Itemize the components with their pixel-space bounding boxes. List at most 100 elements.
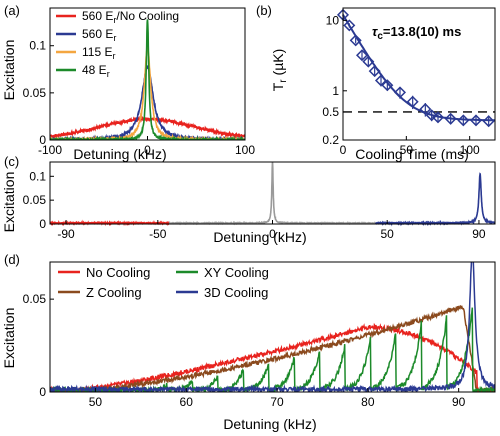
panel-d-xtick-label: 80 bbox=[361, 395, 375, 409]
panel-b-ylabel-unit: (µK) bbox=[270, 49, 286, 80]
panel-d-xlabel: Detuning (kHz) bbox=[223, 416, 316, 432]
panel-b-data-point bbox=[444, 112, 457, 125]
panel-a-xtick-label: 100 bbox=[235, 143, 255, 157]
panel-d-x-ticks: 50 60 70 80 90 bbox=[89, 388, 466, 409]
tau-subscript: c bbox=[377, 31, 383, 42]
panel-c-xlabel: Detuning (kHz) bbox=[213, 229, 306, 245]
panel-b-label: (b) bbox=[256, 3, 272, 18]
panel-b-data-point bbox=[457, 114, 470, 127]
panel-a-xlabel: Detuning (kHz) bbox=[73, 146, 166, 162]
panel-b-data-point bbox=[431, 111, 445, 124]
panel-a-label: (a) bbox=[4, 3, 20, 18]
panel-b-data-point bbox=[368, 65, 381, 78]
tau-value: =13.8(10) ms bbox=[383, 24, 461, 39]
panel-b-data-point bbox=[469, 114, 483, 127]
panel-b-ytick-label: 1 bbox=[332, 84, 339, 98]
panel-a-legend-sub: r bbox=[113, 33, 116, 43]
panel-c-xtick-label: -50 bbox=[149, 227, 167, 241]
panel-b-plot-area bbox=[336, 7, 496, 141]
panel-b-frame bbox=[342, 7, 496, 141]
panel-a-legend-label: 560 Er/No Cooling bbox=[82, 9, 179, 25]
panel-b-xtick-label: 100 bbox=[460, 143, 480, 157]
panel-d-ytick-label: 0 bbox=[39, 385, 46, 399]
panel-b-data-point bbox=[393, 86, 407, 99]
panel-c-segment-gray bbox=[168, 161, 377, 226]
panel-d-legend: No Cooling Z Cooling XY Cooling 3D Cooling bbox=[58, 265, 269, 300]
panel-b-data-point bbox=[419, 103, 432, 116]
panel-d-legend-label: Z Cooling bbox=[86, 285, 142, 300]
panel-d-legend-label: 3D Cooling bbox=[204, 285, 268, 300]
panel-a-legend-text: 560 E bbox=[82, 27, 113, 41]
panel-d-legend-label: No Cooling bbox=[86, 265, 150, 280]
panel-b-ytick-label: 10 bbox=[326, 13, 340, 27]
panel-a-ytick-label: 0.05 bbox=[23, 86, 47, 100]
panel-a-series-line bbox=[50, 115, 245, 140]
panel-b-xtick-label: 0 bbox=[340, 143, 347, 157]
panel-a-legend-text: 115 E bbox=[82, 45, 112, 59]
panel-a-plot-area bbox=[49, 7, 246, 141]
panel-b-data-point bbox=[349, 34, 362, 47]
panel-c-ytick-label: 0 bbox=[39, 217, 46, 231]
panel-a-legend-label: 48 Er bbox=[82, 63, 110, 79]
panel-b-annotation: τc=13.8(10) ms bbox=[372, 24, 461, 42]
panel-c-label: (c) bbox=[4, 154, 19, 169]
panel-c-xtick-label: 90 bbox=[472, 227, 486, 241]
panel-d-label: (d) bbox=[4, 252, 20, 267]
panel-a-y-ticks: 0 0.05 0.1 bbox=[23, 39, 54, 147]
panel-a-ylabel: Excitation bbox=[1, 40, 17, 101]
panel-b-data-point bbox=[336, 8, 350, 21]
panel-d-legend-label: XY Cooling bbox=[204, 265, 269, 280]
panel-a: (a) -100 0 100 00.050.1 Detuning (kHz) Exc… bbox=[1, 3, 255, 162]
panel-c-x-ticks: -90 -50 0 50 90 bbox=[57, 220, 486, 241]
panel-a-series-line bbox=[50, 45, 245, 140]
panel-b-data-point bbox=[381, 79, 394, 92]
panel-a-ytick-label: 0 bbox=[39, 133, 46, 147]
panel-b-data-point bbox=[362, 55, 375, 68]
panel-d-series-line bbox=[50, 262, 495, 392]
panel-b-ylabel-sub: r bbox=[278, 79, 289, 83]
panel-a-xtick-label: -100 bbox=[38, 143, 62, 157]
panel-b-ylabel-main: T bbox=[270, 82, 286, 91]
panel-c-xtick-label: -90 bbox=[57, 227, 75, 241]
panel-a-legend-sub: r bbox=[107, 69, 110, 79]
panel-b-data-point bbox=[355, 49, 369, 62]
panel-b-ytick-label: 0.2 bbox=[322, 133, 339, 147]
panel-b-ylabel: Tr (µK) bbox=[270, 49, 289, 92]
panel-d-plot-area bbox=[49, 261, 496, 393]
panel-b-data-point bbox=[406, 95, 419, 108]
panel-a-legend-sub: r bbox=[112, 51, 115, 61]
panel-d-xtick-label: 50 bbox=[89, 395, 103, 409]
panel-c-ytick-label: 0.05 bbox=[23, 193, 47, 207]
panel-a-ytick-label: 0.1 bbox=[29, 39, 46, 53]
tau-symbol: τ bbox=[372, 24, 378, 39]
panel-c-xtick-label: 0 bbox=[269, 227, 276, 241]
panel-a-xtick-label: 0 bbox=[144, 143, 151, 157]
panel-c-segment-blue bbox=[374, 172, 496, 227]
panel-d-ytick-label: 0.05 bbox=[23, 292, 47, 306]
panel-b: (b) 0 50 100 0.2 0.5 1 10 Cooling Time (ms) T… bbox=[256, 3, 496, 162]
panel-a-legend-suffix: /No Cooling bbox=[116, 9, 179, 23]
panel-d-ylabel: Excitation bbox=[1, 308, 17, 369]
panel-c-ytick-label: 0.1 bbox=[29, 169, 46, 183]
panel-d: (d) 50 60 70 80 90 00.05 Detuning (kHz) Exci… bbox=[1, 252, 496, 432]
panel-c-ylabel: Excitation bbox=[1, 172, 17, 233]
panel-c-y-ticks: 0 0.05 0.1 bbox=[23, 169, 54, 231]
panel-d-xtick-label: 70 bbox=[270, 395, 284, 409]
panel-c-xtick-label: 50 bbox=[381, 227, 395, 241]
panel-d-xtick-label: 60 bbox=[180, 395, 194, 409]
panel-d-xtick-label: 90 bbox=[452, 395, 466, 409]
panel-a-x-ticks: -100 0 100 bbox=[38, 136, 255, 157]
panel-b-y-ticks: 0.2 0.5 1 10 bbox=[322, 13, 347, 147]
panel-a-legend-text: 560 E bbox=[82, 9, 113, 23]
panel-c-plot-area bbox=[49, 161, 496, 227]
panel-d-frame bbox=[49, 261, 496, 393]
panel-a-legend-label: 115 Er bbox=[82, 45, 115, 61]
panel-a-series-line bbox=[50, 65, 245, 140]
panel-a-legend-text: 48 E bbox=[82, 63, 107, 77]
panel-d-y-ticks: 00.05 bbox=[23, 292, 54, 399]
panel-b-ytick-label: 0.5 bbox=[322, 105, 339, 119]
panel-b-data-point bbox=[482, 115, 495, 128]
panel-d-series-line bbox=[50, 305, 495, 392]
